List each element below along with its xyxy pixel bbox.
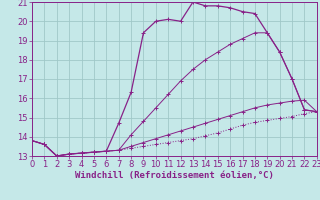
X-axis label: Windchill (Refroidissement éolien,°C): Windchill (Refroidissement éolien,°C)	[75, 171, 274, 180]
